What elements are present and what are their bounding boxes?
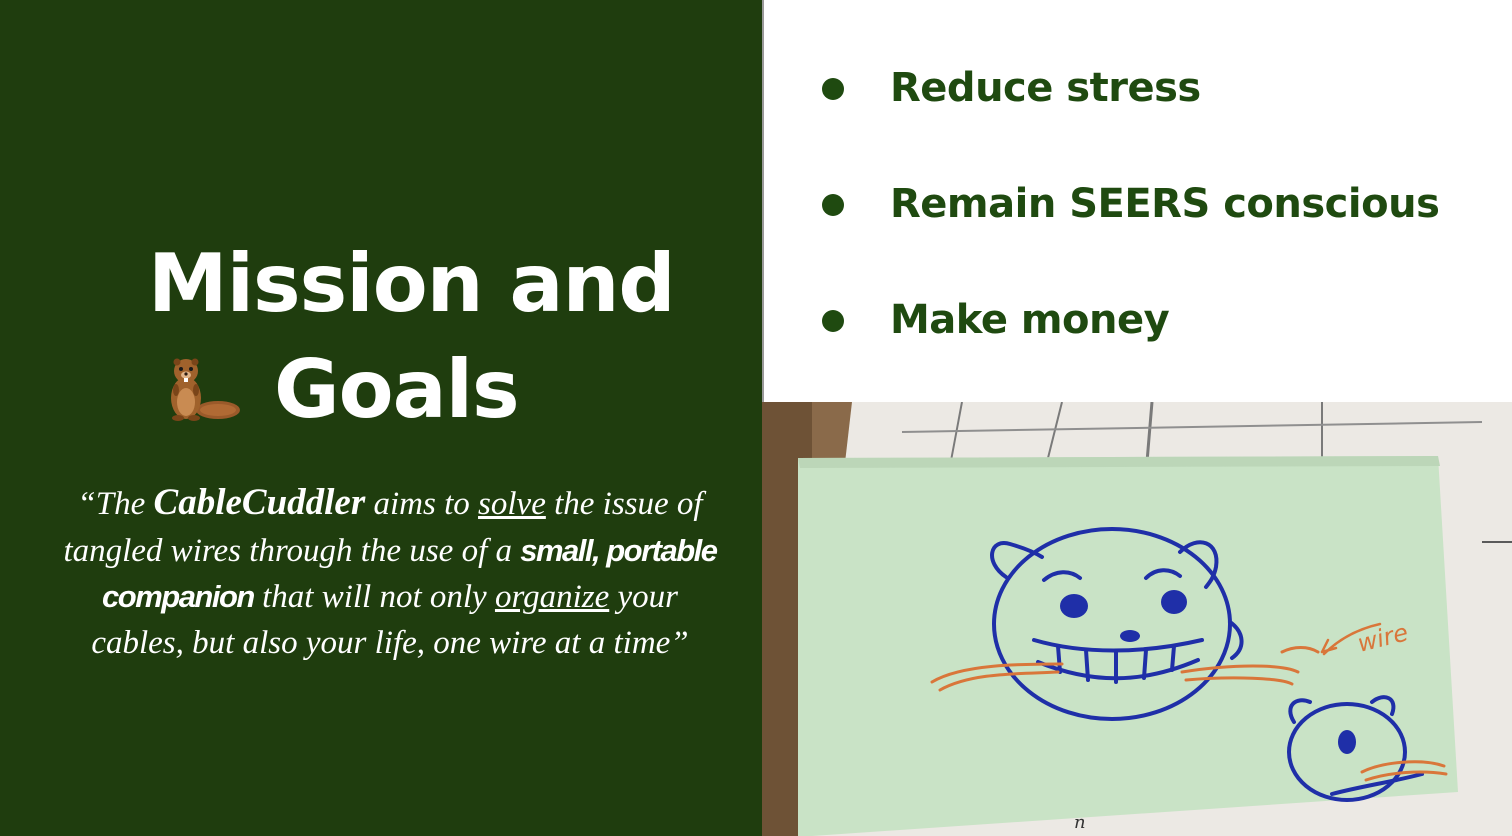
mission-statement: “The CableCuddler aims to solve the issu… [60, 480, 720, 666]
sketch-label-small: n [1074, 812, 1086, 833]
title-line-1: Mission and [148, 237, 676, 330]
goal-label: Make money [890, 297, 1170, 343]
sketch-photo: wire n [762, 402, 1512, 836]
bullet-icon [822, 78, 844, 100]
bullet-icon [822, 194, 844, 216]
goals-list: Reduce stress Remain SEERS conscious Mak… [822, 58, 1502, 406]
goal-item: Reduce stress [822, 58, 1502, 174]
mission-solve: solve [478, 486, 546, 522]
mission-text: “The [77, 486, 154, 522]
goal-label: Remain SEERS conscious [890, 181, 1440, 227]
goal-item: Make money [822, 290, 1502, 406]
goal-label: Reduce stress [890, 65, 1201, 111]
beaver-icon [171, 358, 240, 421]
mission-text: that will not only [253, 579, 495, 615]
mission-organize: organize [494, 579, 610, 615]
brand-name: CableCuddler [153, 482, 366, 523]
mission-text: your cables, but also your life, one wir… [91, 579, 689, 661]
panel-divider [762, 0, 764, 402]
bullet-icon [822, 310, 844, 332]
title-line-2: Goals [274, 343, 520, 436]
mission-text: the issue of tangled wires through the u… [63, 486, 703, 569]
sketch-illustration: wire n [762, 402, 1512, 836]
goal-item: Remain SEERS conscious [822, 174, 1502, 290]
left-panel: Mission and Goals “The CableCuddler aims… [0, 0, 762, 836]
mission-text: aims to [365, 486, 479, 522]
mission-companion: small, portable companion [102, 532, 718, 615]
